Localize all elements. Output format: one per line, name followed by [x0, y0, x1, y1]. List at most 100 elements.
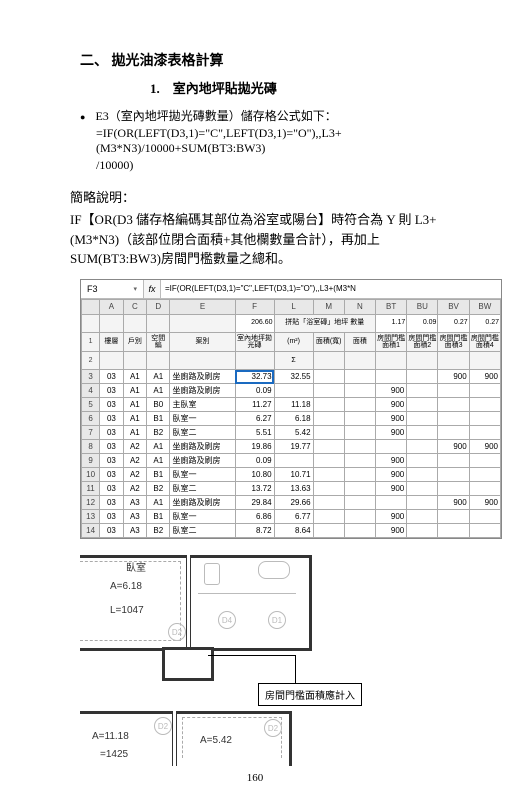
- table-cell[interactable]: 03: [100, 510, 123, 524]
- table-cell[interactable]: [344, 384, 375, 398]
- table-header-cell[interactable]: [438, 352, 469, 370]
- table-header-cell[interactable]: 2: [82, 352, 100, 370]
- table-cell[interactable]: [407, 454, 438, 468]
- table-cell[interactable]: B2: [147, 426, 170, 440]
- corner-cell[interactable]: [82, 299, 100, 314]
- table-cell[interactable]: B0: [147, 398, 170, 412]
- table-cell[interactable]: 900: [438, 440, 469, 454]
- table-header-cell[interactable]: 戶別: [123, 332, 146, 352]
- col-header[interactable]: A: [100, 299, 123, 314]
- table-cell[interactable]: 900: [376, 524, 407, 538]
- table-cell[interactable]: 6.18: [274, 412, 313, 426]
- table-cell[interactable]: 11.18: [274, 398, 313, 412]
- table-cell[interactable]: [376, 370, 407, 384]
- table-cell[interactable]: [344, 426, 375, 440]
- table-cell[interactable]: 8.64: [274, 524, 313, 538]
- table-cell[interactable]: [407, 482, 438, 496]
- table-cell[interactable]: B2: [147, 524, 170, 538]
- table-cell[interactable]: [407, 496, 438, 510]
- table-cell[interactable]: 6: [82, 412, 100, 426]
- table-cell[interactable]: A1: [123, 370, 146, 384]
- table-cell[interactable]: [313, 524, 344, 538]
- table-cell[interactable]: 900: [469, 370, 500, 384]
- col-header[interactable]: L: [274, 299, 313, 314]
- table-header-cell[interactable]: [469, 352, 500, 370]
- table-cell[interactable]: A1: [147, 454, 170, 468]
- table-cell[interactable]: 03: [100, 440, 123, 454]
- table-row[interactable]: 903A2A1坐廁路及刷房0.09900: [82, 454, 501, 468]
- table-cell[interactable]: A1: [123, 426, 146, 440]
- table-cell[interactable]: [469, 482, 500, 496]
- table-cell[interactable]: 19.86: [235, 440, 274, 454]
- fx-button[interactable]: fx: [144, 280, 161, 298]
- table-header-cell[interactable]: 房間門檻面積1: [376, 332, 407, 352]
- table-cell[interactable]: [313, 398, 344, 412]
- table-cell[interactable]: A2: [123, 482, 146, 496]
- table-cell[interactable]: 10: [82, 468, 100, 482]
- table-header-cell[interactable]: 房間門檻面積2: [407, 332, 438, 352]
- table-cell[interactable]: [407, 426, 438, 440]
- table-cell[interactable]: A1: [147, 496, 170, 510]
- table-cell[interactable]: [469, 468, 500, 482]
- table-cell[interactable]: [438, 412, 469, 426]
- col-header[interactable]: N: [344, 299, 375, 314]
- table-cell[interactable]: A2: [123, 454, 146, 468]
- col-header[interactable]: BU: [407, 299, 438, 314]
- table-cell[interactable]: [469, 412, 500, 426]
- table-header-cell[interactable]: [407, 352, 438, 370]
- table-cell[interactable]: [313, 496, 344, 510]
- table-cell[interactable]: 03: [100, 412, 123, 426]
- formula-bar-text[interactable]: =IF(OR(LEFT(D3,1)="C",LEFT(D3,1)="O"),,L…: [161, 280, 501, 298]
- table-cell[interactable]: 坐廁路及刷房: [170, 454, 235, 468]
- table-cell[interactable]: [376, 440, 407, 454]
- table-header-cell[interactable]: 面積: [344, 332, 375, 352]
- table-cell[interactable]: 5.42: [274, 426, 313, 440]
- table-cell[interactable]: 臥室一: [170, 412, 235, 426]
- table-cell[interactable]: [469, 510, 500, 524]
- table-cell[interactable]: [407, 440, 438, 454]
- table-header-cell[interactable]: [313, 352, 344, 370]
- table-cell[interactable]: 臥室一: [170, 510, 235, 524]
- table-row[interactable]: 503A1B0主臥室11.2711.18900: [82, 398, 501, 412]
- table-cell[interactable]: 03: [100, 398, 123, 412]
- table-header-cell[interactable]: [147, 352, 170, 370]
- table-cell[interactable]: 4: [82, 384, 100, 398]
- table-cell[interactable]: 13: [82, 510, 100, 524]
- table-cell[interactable]: A3: [123, 496, 146, 510]
- name-box[interactable]: F3 ▾: [81, 280, 144, 298]
- table-cell[interactable]: 臥室一: [170, 468, 235, 482]
- table-cell[interactable]: [313, 454, 344, 468]
- table-cell[interactable]: A1: [123, 384, 146, 398]
- table-cell[interactable]: 坐廁路及刷房: [170, 370, 235, 384]
- table-header-cell[interactable]: 室內地坪拋光磚: [235, 332, 274, 352]
- table-row[interactable]: 1203A3A1坐廁路及刷房29.8429.66900900: [82, 496, 501, 510]
- table-cell[interactable]: [344, 496, 375, 510]
- table-header-cell[interactable]: [170, 352, 235, 370]
- table-row[interactable]: 703A1B2臥室二5.515.42900: [82, 426, 501, 440]
- table-header-cell[interactable]: [123, 352, 146, 370]
- spreadsheet-grid[interactable]: ACDEFLMNBTBUBVBW206.60拼貼「浴室磚」地坪 數量1.170.…: [81, 299, 501, 539]
- table-cell[interactable]: [438, 482, 469, 496]
- table-cell[interactable]: [438, 510, 469, 524]
- table-row[interactable]: 1403A3B2臥室二8.728.64900: [82, 524, 501, 538]
- col-header[interactable]: E: [170, 299, 235, 314]
- table-row[interactable]: 1003A2B1臥室一10.8010.71900: [82, 468, 501, 482]
- table-cell[interactable]: 29.84: [235, 496, 274, 510]
- table-header-cell[interactable]: 房間門檻面積3: [438, 332, 469, 352]
- col-header[interactable]: BV: [438, 299, 469, 314]
- table-cell[interactable]: 03: [100, 454, 123, 468]
- table-cell[interactable]: [344, 482, 375, 496]
- table-cell[interactable]: B1: [147, 510, 170, 524]
- table-cell[interactable]: [438, 384, 469, 398]
- table-cell[interactable]: 03: [100, 384, 123, 398]
- table-header-cell[interactable]: [344, 352, 375, 370]
- table-header-cell[interactable]: [376, 352, 407, 370]
- table-cell[interactable]: A3: [123, 524, 146, 538]
- table-cell[interactable]: 11: [82, 482, 100, 496]
- table-header-cell[interactable]: 樓層: [100, 332, 123, 352]
- table-row[interactable]: 1303A3B1臥室一6.866.77900: [82, 510, 501, 524]
- table-cell[interactable]: 03: [100, 482, 123, 496]
- table-cell[interactable]: 03: [100, 524, 123, 538]
- table-cell[interactable]: [469, 524, 500, 538]
- table-cell[interactable]: [313, 426, 344, 440]
